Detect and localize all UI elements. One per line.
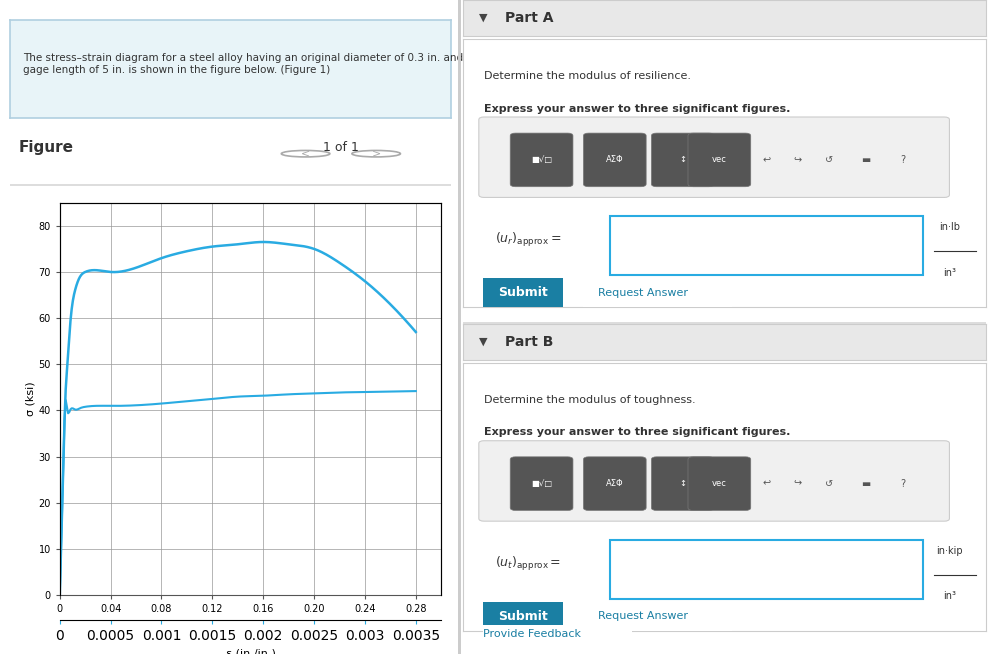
FancyBboxPatch shape [688, 133, 751, 187]
Text: 1 of 1: 1 of 1 [323, 141, 359, 154]
Text: Request Answer: Request Answer [598, 611, 687, 621]
FancyBboxPatch shape [610, 540, 923, 599]
Text: ▬: ▬ [862, 155, 871, 165]
Text: >: > [372, 148, 380, 159]
Text: Determine the modulus of toughness.: Determine the modulus of toughness. [484, 395, 695, 405]
Text: vec: vec [712, 479, 727, 488]
Text: Express your answer to three significant figures.: Express your answer to three significant… [484, 103, 791, 114]
FancyBboxPatch shape [651, 456, 714, 510]
Text: Submit: Submit [498, 286, 548, 299]
Text: Request Answer: Request Answer [598, 288, 687, 298]
Text: ↕: ↕ [679, 156, 686, 164]
Text: in³: in³ [943, 267, 956, 277]
Text: ?: ? [899, 479, 905, 489]
Text: ΑΣΦ: ΑΣΦ [606, 479, 623, 488]
Text: $(u_t)_{\mathrm{approx}}=$: $(u_t)_{\mathrm{approx}}=$ [495, 555, 561, 573]
Text: ↕: ↕ [679, 479, 686, 488]
Text: ▬: ▬ [862, 479, 871, 489]
Text: Figure: Figure [19, 141, 74, 155]
FancyBboxPatch shape [584, 133, 646, 187]
Text: Express your answer to three significant figures.: Express your answer to three significant… [484, 427, 791, 438]
FancyBboxPatch shape [479, 117, 949, 198]
Text: ▼: ▼ [479, 13, 487, 23]
Text: ■√□: ■√□ [531, 479, 552, 488]
Text: Provide Feedback: Provide Feedback [483, 629, 581, 640]
Text: Submit: Submit [498, 610, 548, 623]
Text: in³: in³ [943, 591, 956, 601]
Text: ?: ? [899, 155, 905, 165]
FancyBboxPatch shape [510, 133, 573, 187]
Text: The stress–strain diagram for a steel alloy having an original diameter of 0.3 i: The stress–strain diagram for a steel al… [23, 53, 473, 75]
X-axis label: ε (in./in.): ε (in./in.) [225, 649, 276, 654]
Text: ↺: ↺ [825, 155, 834, 165]
Text: ▼: ▼ [479, 337, 487, 347]
FancyBboxPatch shape [510, 456, 573, 510]
FancyBboxPatch shape [610, 216, 923, 275]
Text: $(u_r)_{\mathrm{approx}}=$: $(u_r)_{\mathrm{approx}}=$ [495, 232, 561, 249]
Text: in·kip: in·kip [936, 545, 963, 556]
Text: <: < [301, 148, 310, 159]
Text: ↪: ↪ [794, 479, 802, 489]
Text: ΑΣΦ: ΑΣΦ [606, 156, 623, 164]
Text: in·lb: in·lb [939, 222, 960, 232]
Text: ■√□: ■√□ [531, 156, 552, 164]
Text: Part A: Part A [505, 11, 554, 25]
FancyBboxPatch shape [688, 456, 751, 510]
Text: ↩: ↩ [762, 155, 771, 165]
Text: Determine the modulus of resilience.: Determine the modulus of resilience. [484, 71, 691, 81]
Y-axis label: σ (ksi): σ (ksi) [26, 382, 36, 416]
FancyBboxPatch shape [584, 456, 646, 510]
FancyBboxPatch shape [479, 441, 949, 521]
Text: vec: vec [712, 156, 727, 164]
FancyBboxPatch shape [651, 133, 714, 187]
Text: ↩: ↩ [762, 479, 771, 489]
Text: ↪: ↪ [794, 155, 802, 165]
Text: ↺: ↺ [825, 479, 834, 489]
Text: Part B: Part B [505, 335, 554, 349]
